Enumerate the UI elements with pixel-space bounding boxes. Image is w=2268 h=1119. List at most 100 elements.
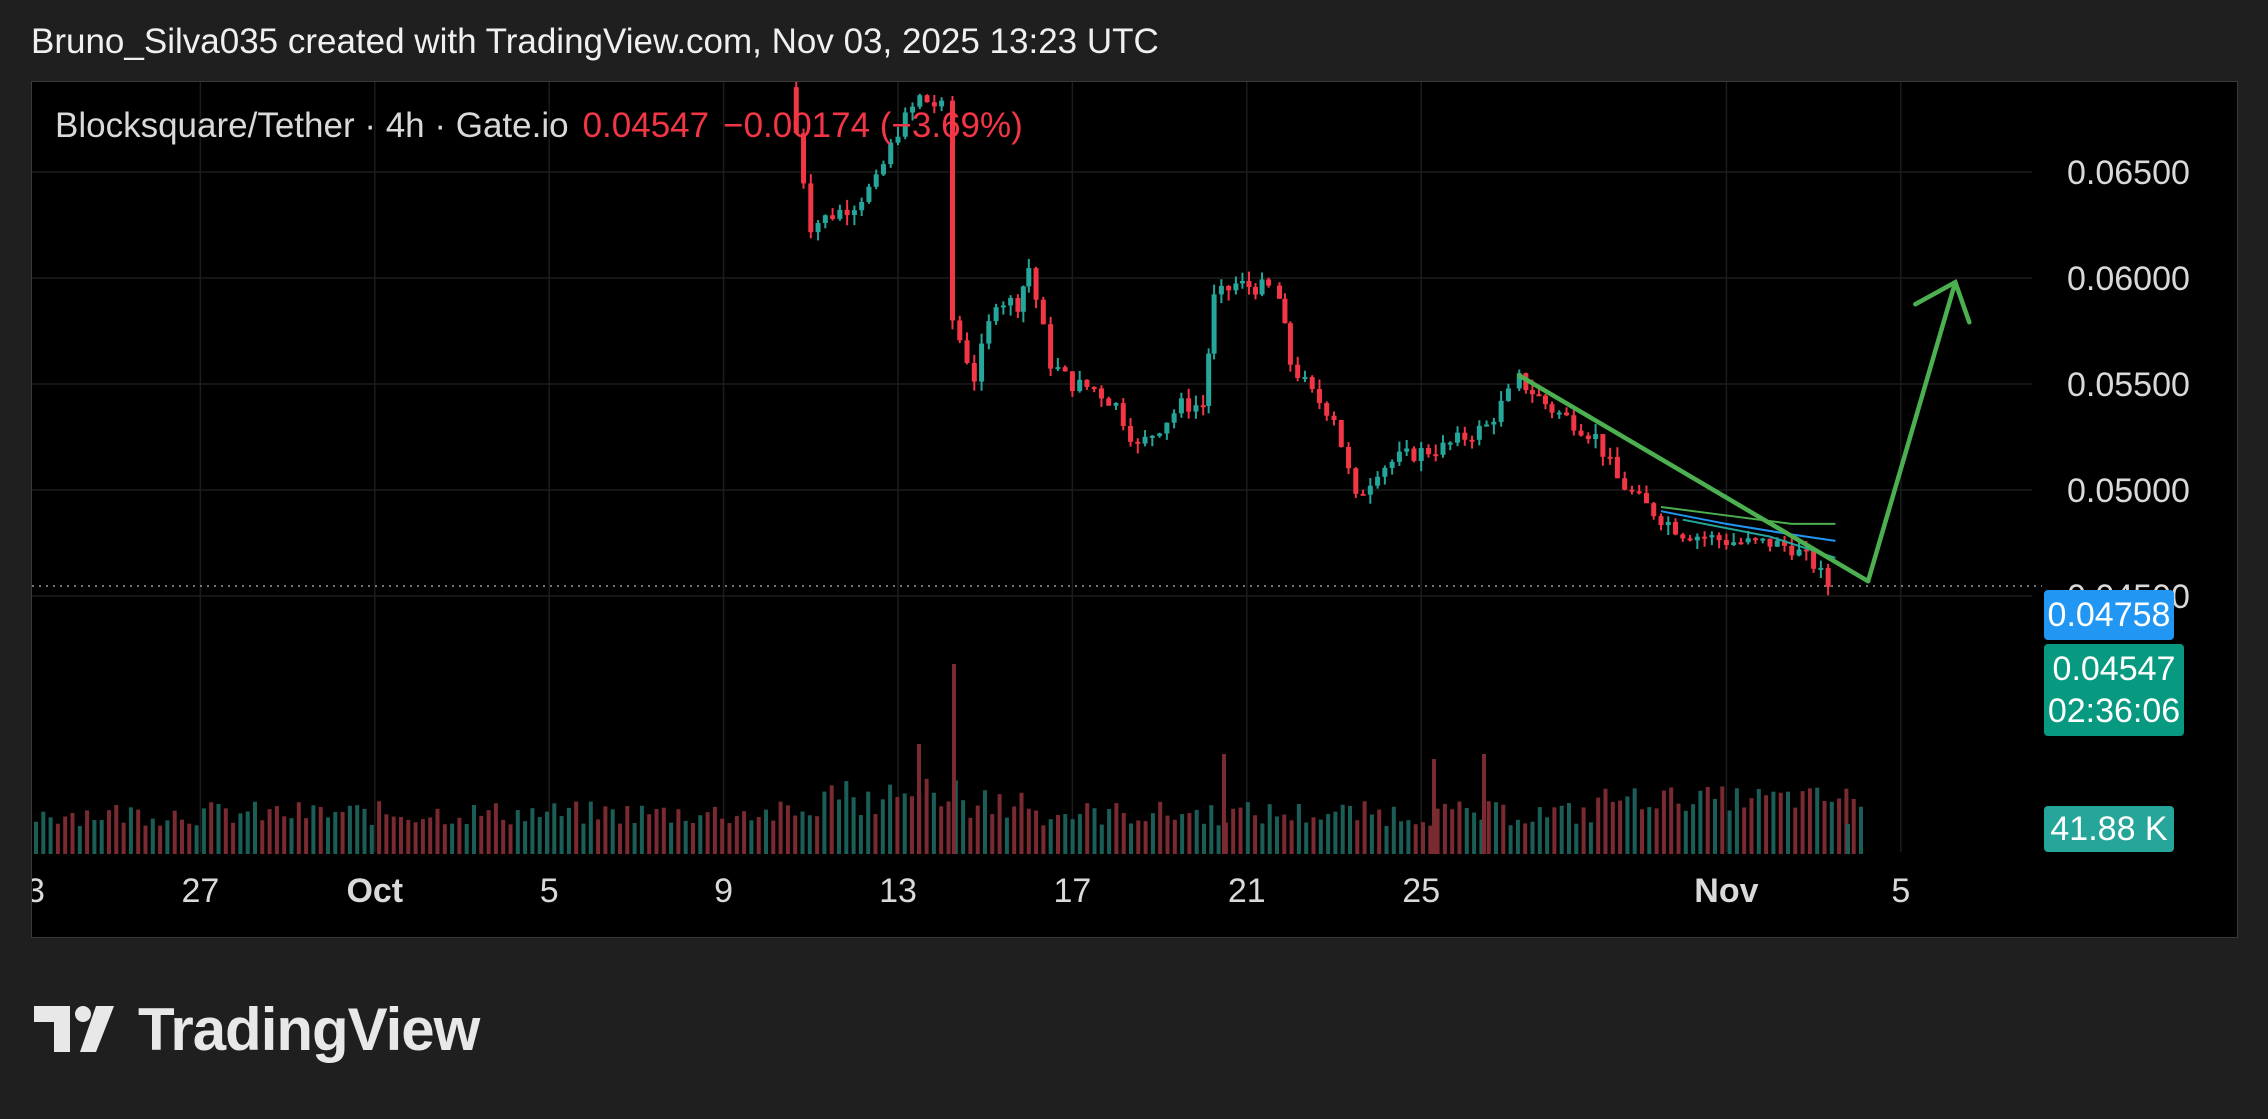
candle-body — [1226, 285, 1232, 291]
candle-body — [1033, 268, 1039, 300]
chart-credit: Bruno_Silva035 created with TradingView.… — [31, 22, 1159, 61]
volume-bar — [377, 801, 382, 854]
candle-body — [1425, 448, 1431, 455]
volume-bar — [1369, 814, 1374, 854]
volume-bar — [778, 801, 783, 854]
candle-body — [895, 136, 901, 143]
volume-bar — [1026, 808, 1031, 854]
symbol-label: Blocksquare/Tether · 4h · Gate.io — [55, 106, 569, 145]
volume-bar — [172, 810, 177, 854]
volume-bar — [764, 809, 768, 854]
volume-bar — [1764, 795, 1769, 854]
volume-bar — [566, 807, 571, 854]
candle-body — [1062, 367, 1068, 372]
volume-bar — [1070, 819, 1075, 854]
volume-bar — [1391, 806, 1396, 854]
volume-bar — [1340, 804, 1345, 854]
candle-body — [1716, 535, 1722, 541]
candle-body — [1629, 489, 1635, 492]
volume-bar — [1275, 816, 1279, 854]
volume-bar — [201, 808, 206, 854]
volume-bar — [326, 817, 330, 854]
candle-body — [1433, 454, 1439, 457]
candle-body — [1643, 492, 1649, 504]
volume-bar — [362, 808, 367, 854]
volume-bar — [1574, 823, 1579, 854]
volume-bar — [1457, 801, 1462, 854]
candle-body — [1469, 439, 1475, 442]
tradingview-wordmark: TradingView — [138, 995, 480, 1063]
volume-bar — [1515, 819, 1520, 854]
volume-bar — [1450, 809, 1455, 854]
volume-bar — [1099, 824, 1104, 854]
volume-bar — [55, 823, 60, 854]
volume-bar — [253, 801, 257, 854]
candle-body — [1607, 456, 1613, 459]
volume-bar — [545, 811, 549, 854]
volume-bar — [1778, 792, 1783, 854]
candle-body — [1309, 377, 1315, 389]
candle-body — [1253, 287, 1259, 295]
volume-bar — [1136, 820, 1141, 854]
volume-bar — [355, 805, 360, 854]
candle-body — [1811, 550, 1817, 569]
last-price-label: 0.04547 — [582, 106, 710, 145]
x-tick-label: 9 — [714, 872, 733, 910]
candle-body — [1709, 535, 1715, 538]
volume-bar — [895, 796, 900, 854]
volume-bar — [1077, 814, 1082, 854]
volume-bar — [742, 811, 747, 854]
volume-bar — [1432, 759, 1436, 854]
volume-bar — [975, 805, 980, 854]
volume-bar — [1705, 786, 1710, 854]
volume-bar — [1129, 823, 1133, 854]
trendline — [1517, 373, 1871, 584]
volume-bar — [289, 818, 294, 854]
volume-bar — [1158, 801, 1163, 854]
projection-arrowhead — [1913, 278, 1972, 325]
volume-bar — [1413, 824, 1418, 854]
volume-bar — [1362, 801, 1367, 854]
volume-bar — [647, 814, 652, 854]
volume-bar — [1222, 754, 1226, 854]
moving-average-line — [1660, 505, 1836, 525]
candle-body — [950, 100, 955, 321]
candle-body — [822, 215, 828, 223]
volume-bar — [107, 810, 111, 854]
candle-body — [1077, 379, 1083, 392]
volume-bar — [1056, 814, 1060, 854]
volume-bar — [983, 790, 987, 854]
volume-bar — [420, 819, 425, 854]
volume-bar — [1771, 791, 1776, 854]
volume-bar — [435, 808, 440, 854]
candle-body — [1142, 436, 1148, 444]
volume-bar — [282, 816, 287, 854]
volume-bar — [961, 800, 966, 854]
volume-bar — [639, 805, 644, 854]
volume-bar — [691, 823, 695, 854]
volume-bar — [997, 794, 1002, 854]
candle-body — [1206, 353, 1212, 406]
volume-bar — [479, 815, 484, 854]
candle-body — [1455, 432, 1461, 443]
volume-bar — [1180, 814, 1185, 854]
candle-body — [808, 183, 814, 233]
volume-bar — [1399, 821, 1404, 854]
candle-body — [1211, 294, 1217, 354]
x-tick-label: Nov — [1694, 872, 1758, 910]
volume-bar — [501, 819, 506, 854]
volume-bar — [1537, 807, 1542, 854]
volume-bar — [1428, 825, 1433, 854]
volume-bar — [369, 824, 374, 854]
volume-bar — [793, 815, 798, 854]
candle-body — [1000, 305, 1006, 308]
candle-body — [793, 87, 799, 134]
volume-bar — [1581, 807, 1586, 854]
volume-bar — [1150, 813, 1155, 854]
volume-bar — [1807, 788, 1812, 854]
volume-bar — [347, 805, 352, 854]
candle-body — [1702, 536, 1708, 539]
volume-bar — [880, 799, 885, 854]
